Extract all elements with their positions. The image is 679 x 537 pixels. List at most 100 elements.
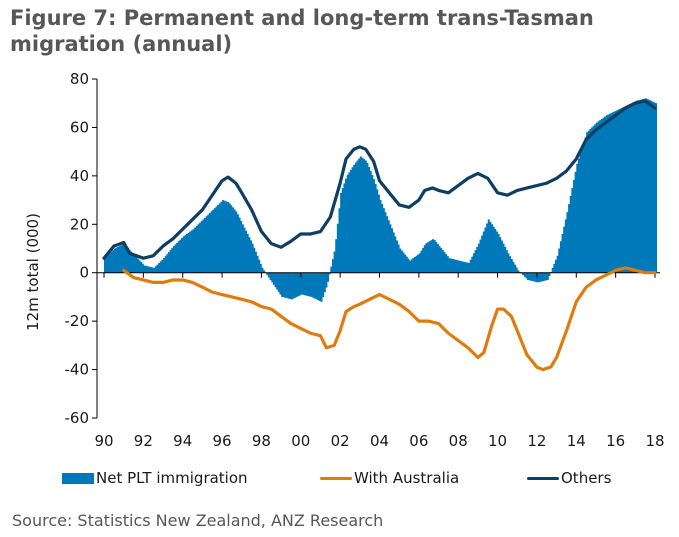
net-plt-bar: [187, 232, 190, 273]
net-plt-bar: [171, 248, 174, 273]
net-plt-bar: [566, 212, 569, 273]
net-plt-bar: [407, 258, 410, 273]
net-plt-bar: [536, 272, 539, 283]
x-tick-label: 06: [409, 432, 428, 450]
net-plt-bar: [628, 104, 631, 273]
net-plt-bar: [469, 259, 472, 273]
net-plt-bar: [513, 264, 517, 273]
net-plt-bar: [374, 183, 377, 273]
net-plt-bar: [540, 272, 543, 282]
net-plt-bar: [358, 158, 361, 273]
net-plt-bar: [436, 244, 439, 273]
axes: [92, 78, 660, 419]
net-plt-bar: [120, 245, 123, 273]
net-plt-bar: [454, 259, 457, 273]
net-plt-bar: [450, 258, 453, 273]
net-plt-bar: [297, 272, 300, 297]
net-plt-bar: [477, 243, 480, 273]
net-plt-bar: [226, 202, 230, 273]
net-plt-bar: [320, 272, 323, 302]
net-plt-bar: [195, 225, 198, 273]
net-plt-bar: [392, 232, 395, 273]
y-tick-label: -60: [65, 409, 90, 427]
net-plt-bar: [459, 261, 462, 273]
net-plt-bar: [594, 124, 597, 273]
net-plt-bar: [366, 162, 369, 273]
net-plt-bar: [618, 108, 621, 273]
net-plt-bar: [348, 172, 351, 273]
net-plt-bar: [248, 237, 251, 273]
net-plt-bar: [159, 261, 162, 273]
x-tick-label: 10: [488, 432, 507, 450]
net-plt-bar: [646, 99, 649, 273]
y-tick-label: 80: [70, 70, 89, 88]
net-plt-bar: [286, 272, 289, 299]
net-plt-bar: [110, 251, 113, 273]
source-note: Source: Statistics New Zealand, ANZ Rese…: [12, 511, 384, 530]
net-plt-bar: [300, 272, 303, 295]
net-plt-bar: [627, 104, 630, 273]
net-plt-bar: [620, 108, 623, 273]
x-tick-label: 02: [331, 432, 350, 450]
net-plt-bar: [415, 255, 418, 273]
net-plt-bar: [515, 267, 518, 273]
net-plt-bar: [122, 244, 125, 273]
net-plt-bar: [622, 107, 625, 273]
net-plt-bar: [151, 267, 154, 273]
net-plt-bar: [571, 187, 574, 273]
net-plt-bar: [176, 242, 179, 273]
net-plt-bar: [267, 272, 271, 278]
net-plt-bar: [218, 203, 221, 273]
net-plt-bar: [504, 246, 507, 273]
net-plt-bar: [563, 226, 566, 273]
net-plt-bar: [448, 258, 451, 273]
net-plt-bar: [231, 207, 234, 273]
net-plt-bar: [635, 100, 638, 273]
net-plt-bar: [584, 137, 587, 273]
net-plt-bar: [464, 262, 467, 273]
net-plt-bar: [564, 219, 567, 273]
net-plt-bar: [312, 272, 315, 298]
net-plt-bar: [295, 272, 298, 297]
net-plt-bar: [343, 183, 346, 273]
net-plt-bar: [208, 212, 211, 273]
net-plt-bar: [395, 240, 398, 273]
net-plt-bar: [256, 255, 259, 273]
net-plt-bar: [335, 239, 338, 273]
net-plt-bar: [528, 272, 531, 281]
net-plt-bar: [258, 259, 261, 273]
net-plt-bar: [530, 272, 533, 281]
net-plt-bar: [553, 263, 556, 273]
net-plt-bar: [507, 253, 510, 273]
net-plt-bar: [179, 239, 182, 273]
net-plt-bar: [138, 260, 141, 273]
net-plt-bar: [115, 247, 118, 273]
net-plt-bar: [625, 105, 628, 273]
net-plt-bar: [205, 216, 208, 273]
net-plt-bar: [481, 235, 484, 273]
net-plt-bar: [281, 272, 284, 297]
y-tick-label: -20: [65, 312, 90, 330]
net-plt-bar: [597, 121, 600, 273]
y-tick-label: -40: [65, 361, 90, 379]
net-plt-bar: [418, 253, 421, 273]
net-plt-bar: [236, 214, 239, 273]
y-tick-label: 40: [70, 167, 89, 185]
net-plt-bar: [108, 253, 111, 273]
net-plt-bar: [359, 156, 362, 273]
net-plt-bar: [163, 258, 166, 273]
net-plt-bar: [461, 261, 464, 273]
net-plt-bar: [322, 272, 325, 298]
net-plt-bar: [313, 272, 316, 299]
net-plt-bar: [605, 115, 608, 273]
with-australia-line: [122, 266, 657, 372]
net-plt-bar: [474, 250, 477, 273]
others-line: [102, 99, 657, 260]
net-plt-bar: [472, 253, 476, 273]
net-plt-bar: [402, 252, 405, 273]
net-plt-bar: [600, 118, 603, 273]
net-plt-bar: [545, 272, 548, 281]
net-plt-bar: [554, 259, 558, 273]
net-plt-bar: [287, 272, 290, 299]
net-plt-bar: [353, 164, 356, 273]
